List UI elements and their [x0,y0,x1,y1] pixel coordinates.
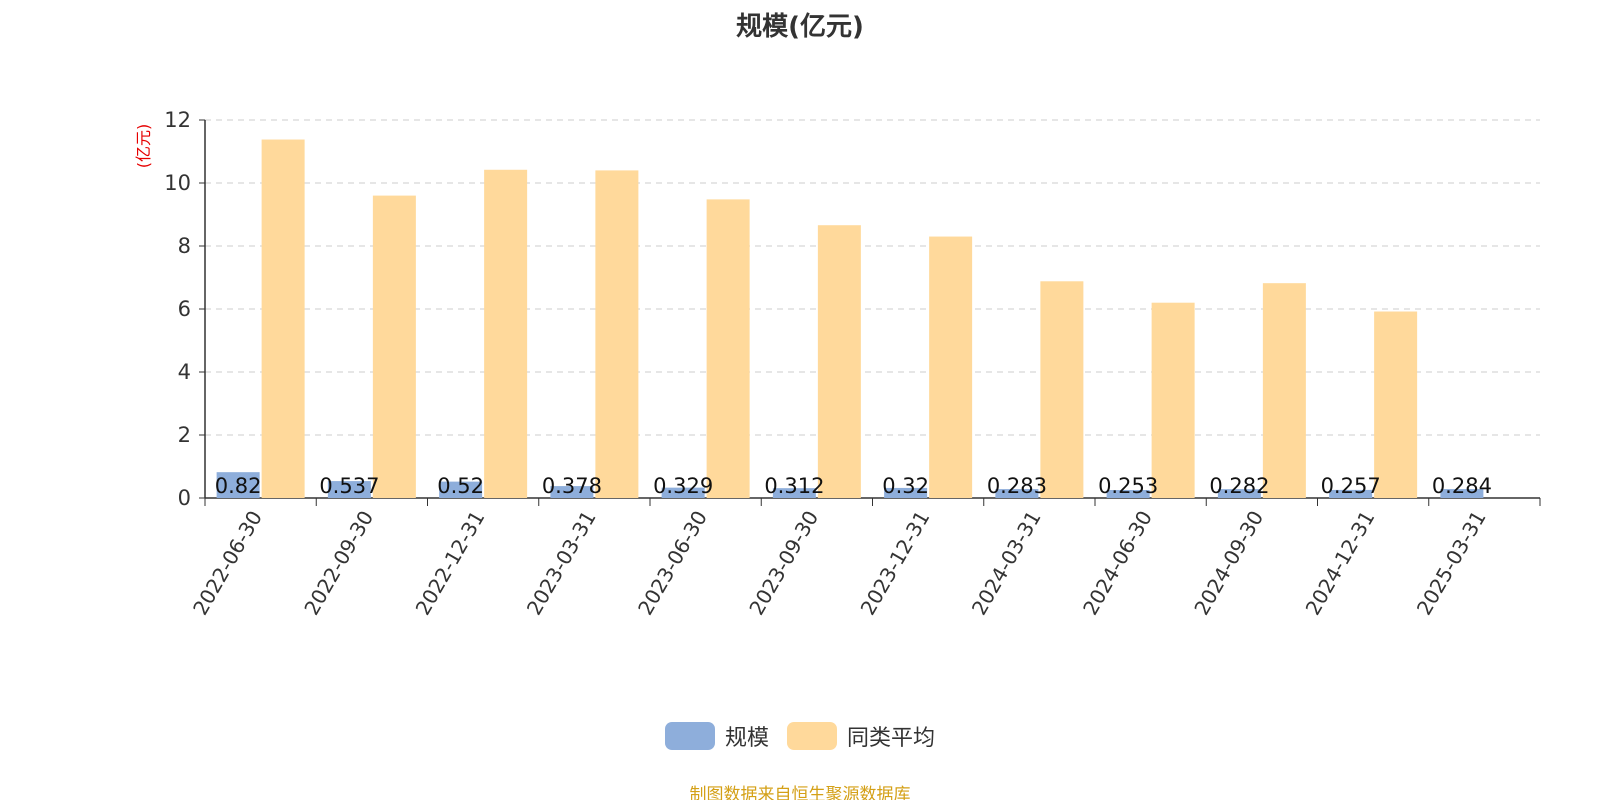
y-tick-label: 0 [178,486,191,510]
x-tick-label: 2022-12-31 [411,507,490,620]
legend: 规模 同类平均 [0,720,1600,752]
bar-peer-average [484,169,528,498]
bar-peer-average [595,170,639,498]
bar-peer-average [1262,283,1306,498]
legend-swatch-peer-average [787,722,837,750]
legend-swatch-scale [664,722,715,750]
bar-scale [439,481,483,498]
bar-scale [661,487,705,498]
data-source-note: 制图数据来自恒生聚源数据库 [689,785,911,800]
x-tick-label: 2022-09-30 [299,507,378,620]
bar-peer-average [1151,302,1195,498]
bar-peer-average [1040,281,1084,498]
bar-scale [216,472,260,498]
bar-peer-average [817,225,861,498]
bar-chart: 0 2 4 6 8 10 12 (亿元) 0.82 2022-06-30 0.537 2022-09-… [134,108,1541,620]
y-tick-label: 10 [164,171,191,195]
x-tick-label: 2024-09-30 [1189,507,1268,620]
x-tick-label: 2024-06-30 [1078,507,1157,620]
legend-label-scale: 规模 [724,726,769,751]
data-label: 0.82 [215,474,262,498]
bar-peer-average [1374,311,1418,498]
legend-item-peer-average[interactable]: 同类平均 [787,720,935,752]
y-tick-label: 6 [178,297,191,321]
x-tick-label: 2025-03-31 [1412,507,1491,620]
bar-scale [995,489,1039,498]
bar-scale [884,487,928,498]
legend-item-scale[interactable]: 规模 [664,720,769,752]
data-label: 0.312 [764,474,824,498]
data-label: 0.537 [319,474,379,498]
data-label: 0.329 [653,474,713,498]
y-axis-label: (亿元) [134,124,153,169]
x-tick-label: 2023-09-30 [744,507,823,620]
bar-scale [1106,490,1150,498]
bar-peer-average [261,139,305,498]
data-label: 0.378 [542,474,602,498]
bar-peer-average [372,195,416,498]
data-label: 0.282 [1209,474,1269,498]
y-tick-label: 12 [164,108,191,132]
bar-scale [1329,489,1373,498]
x-tick-label: 2023-12-31 [856,507,935,620]
bar-scale [772,488,816,498]
x-tick-label: 2022-06-30 [188,507,267,620]
x-tick-label: 2023-06-30 [633,507,712,620]
y-tick-label: 8 [178,234,191,258]
data-label: 0.284 [1432,474,1492,498]
data-label: 0.253 [1098,474,1158,498]
bar-peer-average [929,236,973,499]
data-label: 0.283 [987,474,1047,498]
legend-label-peer-average: 同类平均 [847,726,936,751]
y-tick-label: 2 [178,423,191,447]
bar-scale [1440,489,1484,498]
data-label: 0.257 [1321,474,1381,498]
x-tick-label: 2023-03-31 [522,507,601,620]
y-tick-label: 4 [178,360,191,384]
x-tick-label: 2024-03-31 [967,507,1046,620]
bar-scale [327,481,371,498]
data-label: 0.32 [882,474,929,498]
bar-peer-average [706,199,750,498]
x-tick-label: 2024-12-31 [1301,507,1380,620]
chart-title: 规模(亿元) [736,12,864,42]
bar-scale [1217,489,1261,498]
bar-scale [550,486,594,498]
data-label: 0.52 [437,474,484,498]
